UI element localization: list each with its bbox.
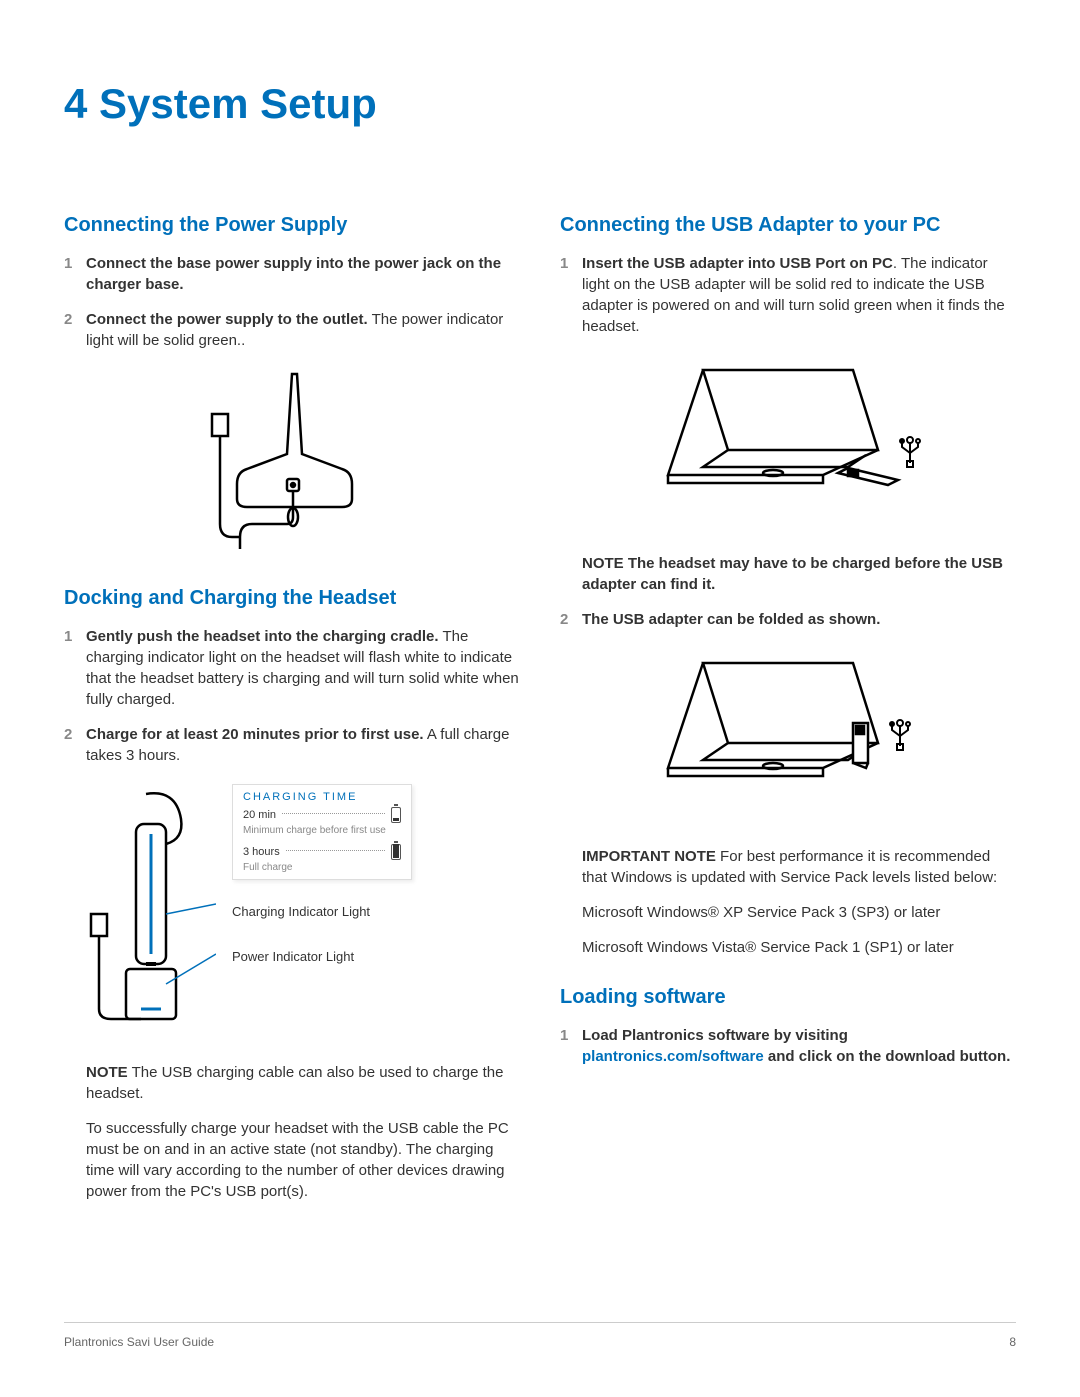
headset-icon [86,784,216,1034]
step-number: 2 [560,609,582,630]
ct-sublabel: Minimum charge before first use [233,825,411,842]
step-item: 2 Connect the power supply to the outlet… [64,309,520,351]
left-column: Connecting the Power Supply 1 Connect th… [64,214,520,1216]
charging-table-header: CHARGING TIME [233,785,411,805]
callout-power-light: Power Indicator Light [232,949,412,964]
heading-usb-adapter: Connecting the USB Adapter to your PC [560,214,1016,237]
step-item: 2 The USB adapter can be folded as shown… [560,609,1016,630]
heading-power-supply: Connecting the Power Supply [64,214,520,237]
two-column-layout: Connecting the Power Supply 1 Connect th… [64,214,1016,1216]
figure-headset-charging: CHARGING TIME 20 min Minimum charge befo… [86,784,520,1034]
step-bold: The USB adapter can be folded as shown. [582,611,880,628]
step-bold: Insert the USB adapter into USB Port on … [582,255,893,272]
heading-docking: Docking and Charging the Headset [64,587,520,610]
ct-sublabel: Full charge [233,862,411,879]
step-bold: Connect the power supply to the outlet. [86,311,368,328]
step-bold: Connect the base power supply into the p… [86,255,501,293]
step-text: Connect the base power supply into the p… [86,253,520,295]
step-item: 1 Connect the base power supply into the… [64,253,520,295]
note-text: The headset may have to be charged befor… [582,555,1003,593]
figure-charger-base [64,369,520,559]
page-title: 4 System Setup [64,80,1016,128]
important-note: IMPORTANT NOTE For best performance it i… [582,846,1016,888]
step-text: Load Plantronics software by visiting pl… [582,1025,1016,1067]
note-label: NOTE [582,555,624,572]
footer-left: Plantronics Savi User Guide [64,1335,214,1349]
step-number: 1 [64,626,86,710]
dots [286,850,385,851]
note-label: NOTE [86,1064,128,1081]
step-item: 1 Insert the USB adapter into USB Port o… [560,253,1016,337]
ct-label: 20 min [243,809,276,821]
right-column: Connecting the USB Adapter to your PC 1 … [560,214,1016,1216]
ct-label: 3 hours [243,846,280,858]
req-vista: Microsoft Windows Vista® Service Pack 1 … [582,937,1016,958]
step-bold: Charge for at least 20 minutes prior to … [86,726,424,743]
step-number: 1 [560,1025,582,1067]
step-text: Charge for at least 20 minutes prior to … [86,724,520,766]
battery-icon [391,844,401,860]
page-footer: Plantronics Savi User Guide 8 [64,1322,1016,1349]
step-text: Connect the power supply to the outlet. … [86,309,520,351]
heading-loading-software: Loading software [560,986,1016,1009]
step-bold: Gently push the headset into the chargin… [86,628,439,645]
table-row: 3 hours [233,842,411,862]
charger-base-icon [192,369,392,559]
step-number: 1 [64,253,86,295]
step-number: 2 [64,724,86,766]
note-label: IMPORTANT NOTE [582,848,716,865]
step-text: Gently push the headset into the chargin… [86,626,520,710]
step-bold-2: and click on the download button. [764,1048,1011,1065]
charging-time-table: CHARGING TIME 20 min Minimum charge befo… [232,784,412,880]
note-charge-first: NOTE The headset may have to be charged … [582,553,1016,595]
laptop-icon [648,355,928,525]
para-pc-active: To successfully charge your headset with… [86,1118,520,1202]
req-xp: Microsoft Windows® XP Service Pack 3 (SP… [582,902,1016,923]
figure-laptop-usb [560,355,1016,525]
step-bold-1: Load Plantronics software by visiting [582,1027,848,1044]
charging-info-panel: CHARGING TIME 20 min Minimum charge befo… [232,784,412,964]
step-text: The USB adapter can be folded as shown. [582,609,1016,630]
step-text: Insert the USB adapter into USB Port on … [582,253,1016,337]
footer-page-number: 8 [1009,1335,1016,1349]
table-row: 20 min [233,805,411,825]
note-text: The USB charging cable can also be used … [86,1064,503,1102]
step-number: 1 [560,253,582,337]
figure-laptop-folded [560,648,1016,818]
software-link[interactable]: plantronics.com/software [582,1048,764,1065]
note-usb-cable: NOTE The USB charging cable can also be … [86,1062,520,1104]
step-item: 1 Gently push the headset into the charg… [64,626,520,710]
battery-icon [391,807,401,823]
laptop-folded-icon [648,648,928,818]
step-number: 2 [64,309,86,351]
step-item: 1 Load Plantronics software by visiting … [560,1025,1016,1067]
callout-charging-light: Charging Indicator Light [232,904,412,919]
dots [282,813,385,814]
step-item: 2 Charge for at least 20 minutes prior t… [64,724,520,766]
